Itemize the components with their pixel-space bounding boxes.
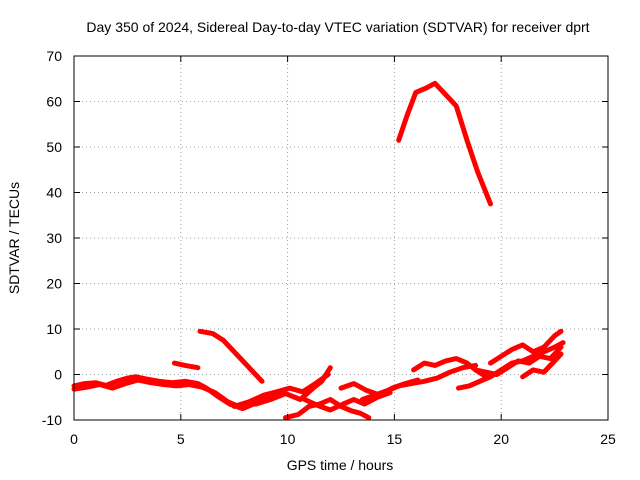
x-tick-label: 25: [600, 431, 616, 447]
series-arc-11: [396, 80, 493, 207]
y-tick-label: 50: [46, 139, 62, 155]
series-arc-15: [488, 328, 564, 366]
y-tick-label: -10: [42, 412, 62, 428]
x-tick-label: 5: [177, 431, 185, 447]
y-axis-label: SDTVAR / TECUs: [6, 182, 22, 294]
y-tick-label: 40: [46, 185, 62, 201]
series-arc-3: [171, 360, 201, 371]
x-tick-label: 0: [70, 431, 78, 447]
x-tick-label: 20: [493, 431, 509, 447]
y-tick-label: 20: [46, 276, 62, 292]
y-tick-label: 60: [46, 94, 62, 110]
y-tick-label: 30: [46, 230, 62, 246]
y-tick-label: 70: [46, 48, 62, 64]
grid-layer: [74, 56, 608, 420]
x-axis-label: GPS time / hours: [287, 457, 394, 473]
x-tick-label: 10: [280, 431, 296, 447]
y-tick-label: 10: [46, 321, 62, 337]
series-layer: [71, 80, 566, 421]
y-tick-label: 0: [54, 367, 62, 383]
series-arc-6: [253, 365, 333, 407]
x-tick-label: 15: [387, 431, 403, 447]
series-arc-4: [197, 328, 265, 384]
ticks-layer: 0 5 10 15 20 25 -10 0 10 20 30 40 50 60 70: [42, 48, 616, 447]
series-arc-2: [71, 377, 244, 410]
series-arc-10: [359, 362, 479, 402]
series-arc-7: [283, 397, 372, 421]
series-arc-16: [520, 351, 564, 380]
series-arc-14: [473, 344, 564, 377]
series-arc-8: [302, 390, 393, 413]
chart-title: Day 350 of 2024, Sidereal Day-to-day VTE…: [86, 19, 589, 35]
